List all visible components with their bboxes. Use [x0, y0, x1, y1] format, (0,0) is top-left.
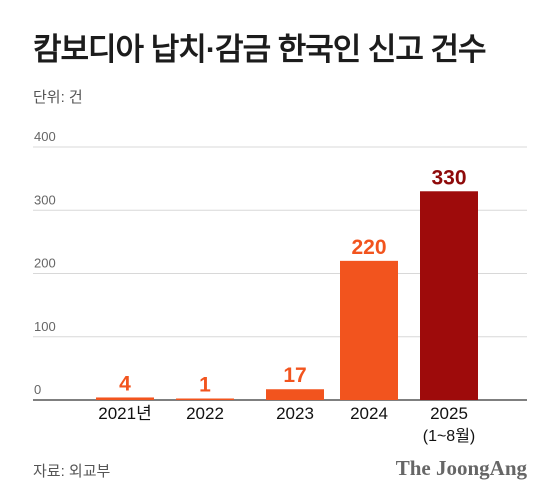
bar: [340, 260, 398, 400]
label-layer: 4 2021년 1 2022 17 2023 220 2024 330 2025 (1~8월): [98, 166, 475, 445]
unit-label: 단위: 건: [33, 89, 83, 106]
bar: [266, 389, 324, 400]
bar: [176, 398, 234, 400]
y-tick-label: 300: [34, 192, 56, 207]
value-label: 4: [119, 372, 131, 395]
source-label: 자료: 외교부: [33, 463, 111, 480]
x-category-label: 2023: [276, 404, 314, 423]
bar-layer: [96, 191, 478, 400]
y-tick-label: 200: [34, 256, 56, 271]
bar: [96, 397, 154, 400]
x-category-label: 2022: [186, 404, 224, 423]
bar: [420, 191, 478, 400]
x-category-label: 2025: [430, 404, 468, 423]
chart-title: 캄보디아 납치·감금 한국인 신고 건수: [33, 32, 487, 67]
y-tick-label: 100: [34, 319, 56, 334]
value-label: 1: [199, 374, 211, 397]
x-category-label: 2024: [350, 404, 388, 423]
x-category-sublabel: (1~8월): [423, 427, 476, 445]
y-tick-label: 400: [34, 129, 56, 144]
value-label: 17: [283, 364, 306, 387]
value-label: 220: [351, 236, 386, 259]
y-tick-label: 0: [34, 382, 41, 397]
x-category-label: 2021년: [98, 404, 151, 423]
value-label: 330: [431, 166, 466, 189]
brand-logo: The JoongAng: [395, 456, 527, 480]
